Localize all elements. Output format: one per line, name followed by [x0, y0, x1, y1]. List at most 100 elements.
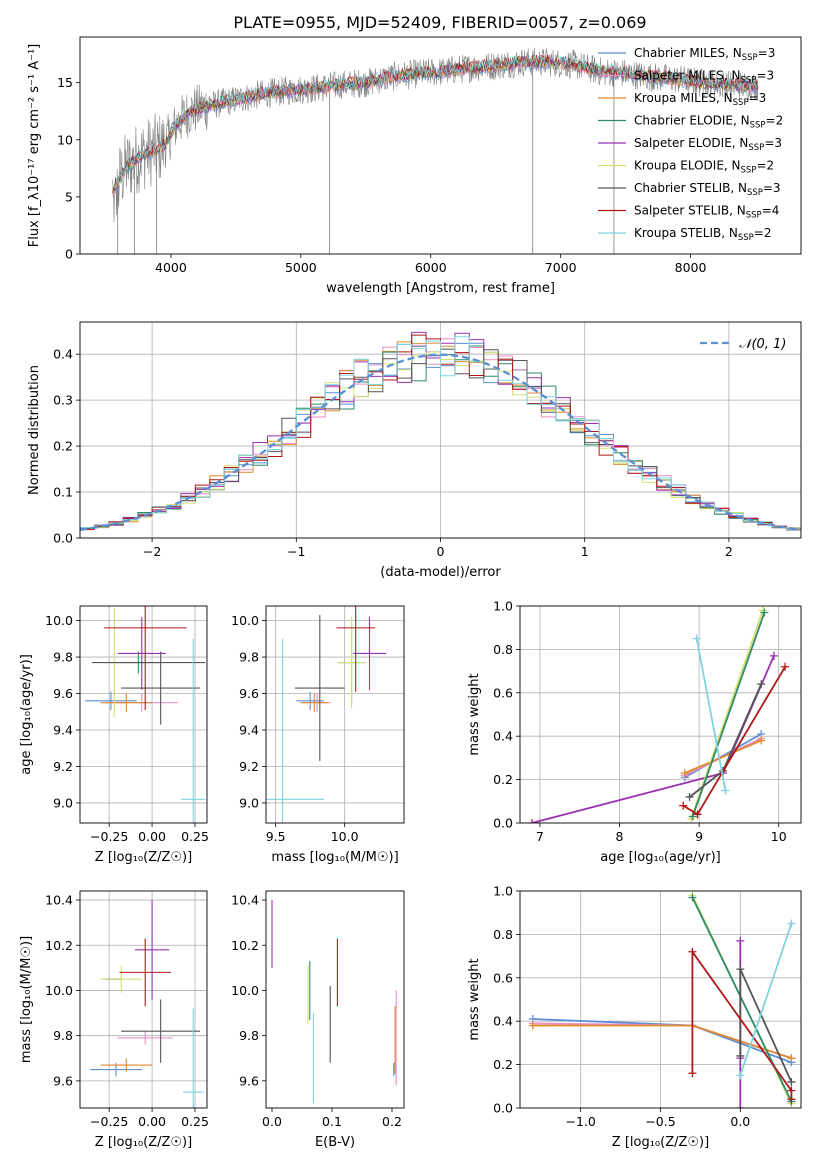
x-tick-label: 0	[437, 544, 445, 559]
y-tick-label: 9.8	[239, 1028, 259, 1043]
weight-marker	[736, 1104, 745, 1108]
y-tick-label: 10.2	[45, 938, 73, 953]
x-tick-label: 0.1	[322, 1114, 342, 1129]
plot-area	[80, 891, 207, 1108]
x-axis-label: Z [log₁₀(Z/Z☉)]	[95, 850, 192, 865]
plot-area	[80, 606, 207, 823]
error-bar-point	[336, 606, 376, 692]
weight-series	[682, 666, 786, 816]
legend-entry: Chabrier STELIB, NSSP=3	[634, 181, 781, 198]
x-tick-label: 0.2	[382, 1114, 402, 1129]
y-tick-label: 10.2	[231, 938, 259, 953]
y-tick-label: 0.0	[493, 1101, 513, 1116]
x-tick-label: 0.25	[181, 829, 209, 844]
x-tick-label: 0.00	[138, 1114, 166, 1129]
y-tick-label: 9.0	[239, 795, 259, 810]
weight-marker	[781, 662, 790, 671]
y-tick-label: 9.4	[239, 723, 259, 738]
legend-entry: Salpeter ELODIE, NSSP=3	[634, 136, 782, 153]
y-tick-label: 10	[57, 132, 73, 147]
y-tick-label: 10.0	[45, 613, 73, 628]
x-axis-label: age [log₁₀(age/yr)]	[600, 850, 721, 865]
weight-series	[691, 948, 793, 1100]
plot-area	[271, 900, 397, 1104]
error-bar-point	[104, 606, 187, 710]
y-tick-label: 0.8	[493, 927, 513, 942]
y-tick-label: 10.0	[231, 983, 259, 998]
x-tick-label: 2	[725, 544, 733, 559]
error-bar-point	[100, 693, 153, 712]
error-bar-point	[119, 938, 171, 1007]
weight-marker	[787, 1077, 796, 1086]
y-tick-label: 0.0	[53, 531, 73, 546]
x-tick-label: 0.25	[181, 1114, 209, 1129]
weight-marker	[679, 801, 688, 810]
x-axis-label: Z [log₁₀(Z/Z☉)]	[612, 1135, 709, 1150]
weight-series	[532, 1024, 792, 1059]
legend-entry: Chabrier MILES, NSSP=3	[634, 46, 775, 63]
x-tick-label: 6000	[415, 260, 447, 275]
y-axis-label: mass weight	[467, 958, 482, 1040]
y-tick-label: 9.6	[239, 686, 259, 701]
error-bar-point	[117, 1031, 173, 1045]
error-bar-point	[266, 638, 324, 823]
panel-weight_vs_Z: −1.0 −0.5 0.0 0.0 0.2 0.4 0.6 0.8 1.0 Z [log₁₀(Z/…	[467, 884, 802, 1150]
error-bar-point	[100, 965, 142, 993]
plot-area	[520, 891, 801, 1108]
y-tick-label: 0.6	[493, 685, 513, 700]
y-tick-label: 0.4	[493, 729, 513, 744]
x-tick-label: 0.0	[262, 1114, 282, 1129]
legend-entry: Salpeter MILES, NSSP=3	[634, 69, 774, 86]
x-tick-label: −1.0	[565, 1114, 595, 1129]
plot-area	[112, 47, 759, 254]
y-tick-label: 15	[57, 75, 73, 90]
error-bar-point	[182, 1008, 204, 1108]
panel-weight_vs_age: 7 8 9 10 0.0 0.2 0.4 0.6 0.8 1.0 age [log₁₀(age/yr…	[467, 599, 802, 865]
error-bar-point	[337, 616, 366, 709]
panel-mass_vs_Z: −0.25 0.00 0.25 9.6 9.8 10.0 10.2 10.4 Z [log₁₀(…	[19, 890, 209, 1150]
error-bar-point	[294, 615, 345, 761]
y-axis-label: Flux [f_λ10⁻¹⁷ erg cm⁻² s⁻¹ A⁻¹]	[27, 44, 42, 248]
legend-entry: Salpeter STELIB, NSSP=4	[634, 204, 779, 221]
weight-marker	[757, 680, 766, 689]
weight-marker	[685, 792, 694, 801]
weight-marker	[688, 893, 697, 902]
y-tick-label: 0.8	[493, 642, 513, 657]
axes-frame	[79, 890, 208, 1109]
legend-entry: Kroupa STELIB, NSSP=2	[634, 226, 772, 243]
x-tick-label: 5000	[285, 260, 317, 275]
x-tick-label: 8000	[675, 260, 707, 275]
error-bar-point	[85, 691, 137, 710]
axes-frame	[519, 890, 802, 1109]
x-tick-label: 7	[536, 829, 544, 844]
x-axis-label: Z [log₁₀(Z/Z☉)]	[95, 1135, 192, 1150]
weight-series	[690, 610, 764, 819]
x-axis-label: (data-model)/error	[380, 565, 501, 580]
y-tick-label: 0.4	[53, 347, 73, 362]
y-tick-label: 10.0	[45, 983, 73, 998]
weight-marker	[688, 812, 697, 821]
weight-series	[684, 733, 762, 779]
x-tick-label: 9	[695, 829, 703, 844]
weight-marker	[787, 1054, 796, 1063]
axes-frame	[519, 605, 802, 824]
axes-frame	[79, 321, 802, 539]
y-axis-label: age [log₁₀(age/yr)]	[19, 654, 34, 775]
weight-marker	[692, 634, 701, 643]
y-tick-label: 10.0	[231, 613, 259, 628]
axes-frame	[265, 890, 405, 1109]
x-tick-label: −0.25	[90, 829, 128, 844]
x-tick-label: 10	[771, 829, 787, 844]
y-tick-label: 9.8	[239, 650, 259, 665]
y-tick-label: 0.0	[493, 816, 513, 831]
y-axis-label: mass [log₁₀(M/M☉)]	[19, 936, 34, 1063]
y-tick-label: 9.2	[53, 759, 73, 774]
y-axis-label: Normed distribution	[27, 365, 42, 495]
x-tick-label: 7000	[545, 260, 577, 275]
x-axis-label: E(B-V)	[315, 1135, 355, 1150]
y-tick-label: 9.6	[239, 1073, 259, 1088]
error-bar-point	[121, 999, 201, 1063]
weight-marker	[688, 1069, 697, 1078]
y-tick-label: 0.4	[493, 1014, 513, 1029]
legend-entry: Chabrier ELODIE, NSSP=2	[634, 114, 783, 131]
